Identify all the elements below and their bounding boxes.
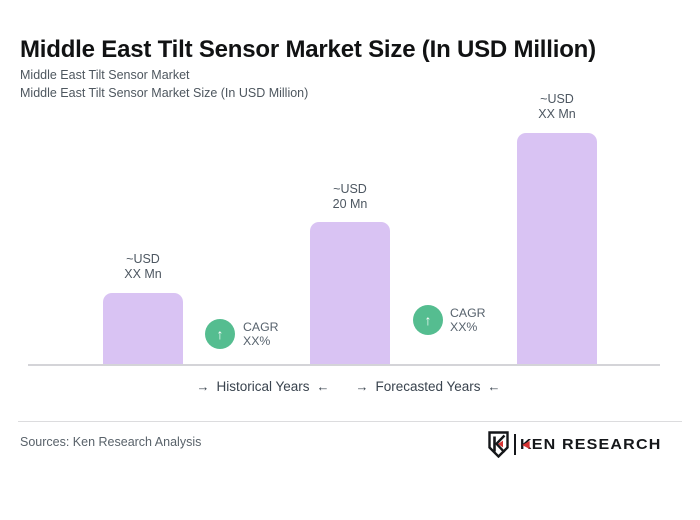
right-arrow-icon: →: [196, 379, 210, 394]
left-arrow-icon: ←: [487, 379, 501, 394]
bar-1-value-line-2: XX Mn: [124, 266, 162, 281]
logo-text: K EN RESEARCH: [520, 436, 661, 453]
right-arrow-icon: →: [355, 379, 369, 394]
axis-group-text: Forecasted Years: [375, 379, 481, 394]
bar-3: [517, 133, 597, 365]
bar-3-value-line-1: ~USD: [540, 92, 574, 106]
shield-k-icon: [487, 430, 510, 458]
bar-3-value-line-2: XX Mn: [538, 106, 576, 121]
axis-group-text: Historical Years: [216, 379, 310, 394]
left-arrow-icon: ←: [316, 379, 330, 394]
axis-baseline: [28, 364, 660, 366]
forecasted-years-label: → Forecasted Years ←: [318, 379, 538, 394]
bar-2-value-line-2: 20 Mn: [332, 196, 368, 211]
bar-2-value-label: ~USD 20 Mn: [280, 182, 420, 211]
up-arrow-icon: ↑: [424, 312, 432, 328]
bar-2: [310, 222, 390, 365]
footer-divider: [18, 421, 682, 422]
cagr-label: CAGR: [243, 320, 279, 334]
subtitle-line-1: Middle East Tilt Sensor Market: [20, 68, 190, 82]
cagr-value: XX%: [450, 320, 478, 334]
cagr-value: XX%: [243, 334, 271, 348]
cagr-badge-2-circle: ↑: [413, 305, 443, 335]
page-title: Middle East Tilt Sensor Market Size (In …: [20, 36, 596, 64]
bar-1: [103, 293, 183, 365]
historical-years-label: → Historical Years ←: [153, 379, 373, 394]
ken-research-logo: K EN RESEARCH: [487, 430, 660, 458]
cagr-badge-1-circle: ↑: [205, 319, 235, 349]
cagr-label: CAGR: [450, 306, 486, 320]
bar-1-value-label: ~USD XX Mn: [73, 252, 213, 281]
bar-3-value-label: ~USD XX Mn: [487, 92, 627, 121]
red-triangle-icon: [522, 441, 530, 449]
logo-text-rest: EN RESEARCH: [531, 435, 662, 453]
sources-text: Sources: Ken Research Analysis: [20, 435, 202, 449]
bar-2-value-line-1: ~USD: [333, 182, 367, 196]
up-arrow-icon: ↑: [216, 326, 224, 342]
subtitle-line-2: Middle East Tilt Sensor Market Size (In …: [20, 86, 309, 100]
cagr-badge-1-text: CAGR XX%: [243, 320, 279, 348]
bar-1-value-line-1: ~USD: [126, 252, 160, 266]
logo-divider: [514, 433, 516, 455]
cagr-badge-2-text: CAGR XX%: [450, 306, 486, 334]
